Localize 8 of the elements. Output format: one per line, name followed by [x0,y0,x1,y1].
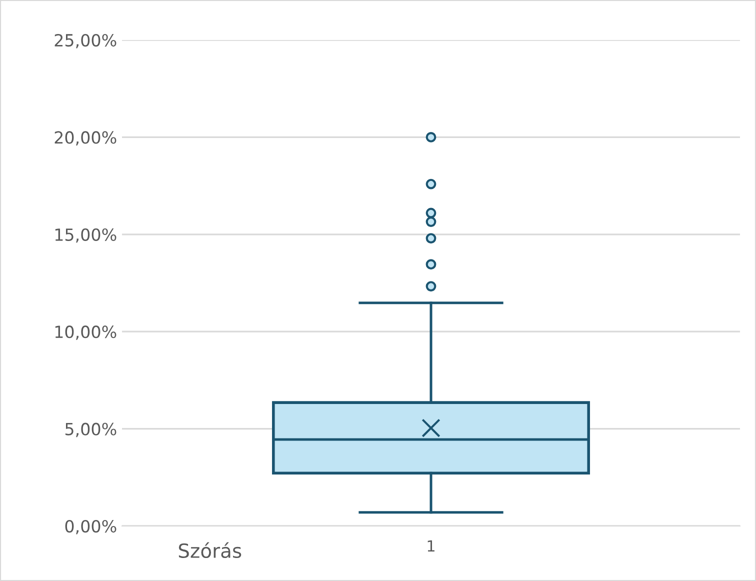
y-tick-label: 20,00% [54,131,116,146]
x-axis-title: Szórás [178,542,242,558]
x-tick-label: 1 [428,540,434,552]
y-tick-label: 0,00% [65,520,116,534]
y-tick-label: 15,00% [55,228,116,243]
y-tick-label: 5,00% [65,422,116,438]
y-tick-label: 10,00% [55,326,116,340]
y-tick-label: 25,00% [54,34,116,48]
